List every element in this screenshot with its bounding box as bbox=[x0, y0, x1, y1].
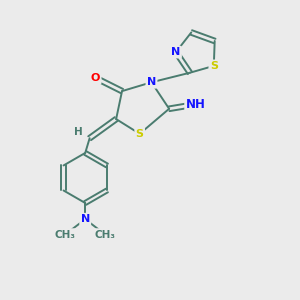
Text: N: N bbox=[147, 77, 156, 87]
Text: N: N bbox=[81, 214, 90, 224]
Text: S: S bbox=[210, 61, 218, 71]
Text: O: O bbox=[91, 73, 100, 83]
Text: H: H bbox=[74, 127, 83, 137]
Text: S: S bbox=[136, 129, 144, 139]
Text: CH₃: CH₃ bbox=[55, 230, 76, 239]
Text: NH: NH bbox=[186, 98, 206, 111]
Text: N: N bbox=[171, 47, 181, 57]
Text: CH₃: CH₃ bbox=[95, 230, 116, 239]
